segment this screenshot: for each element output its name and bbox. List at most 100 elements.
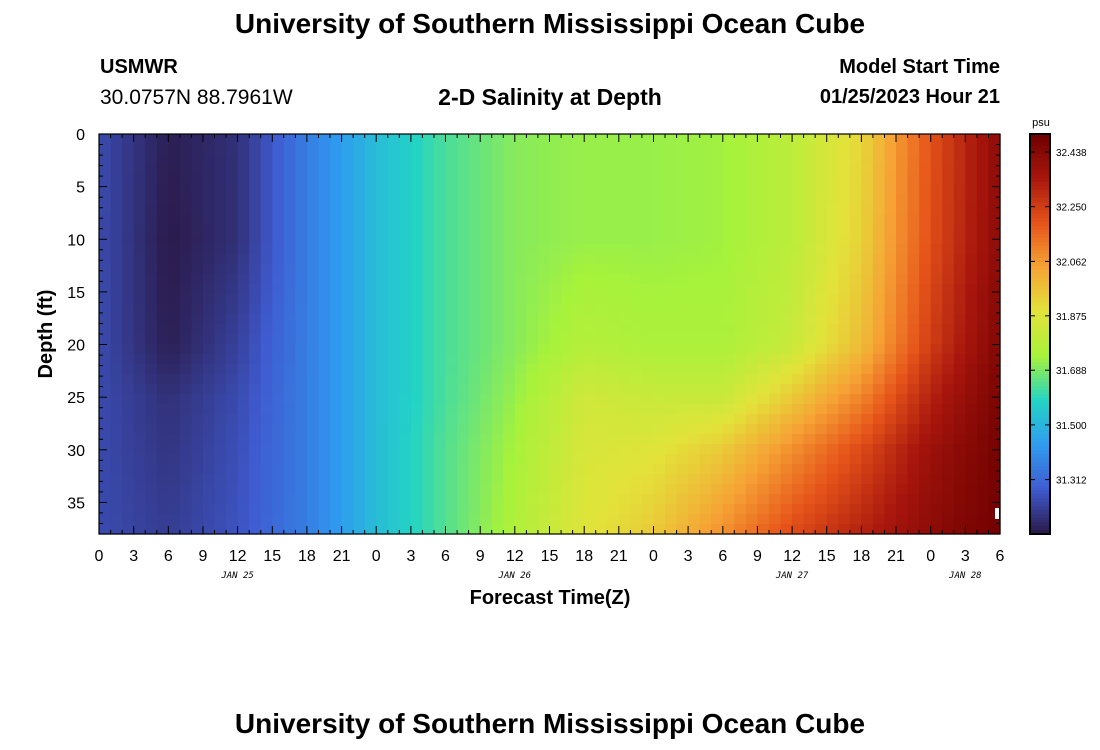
heatmap-cell [353, 524, 366, 535]
heatmap-cell [226, 244, 239, 255]
heatmap-cell [953, 524, 966, 535]
heatmap-cell [480, 454, 493, 465]
heatmap-cell [676, 244, 689, 255]
colorbar-segment [1030, 206, 1050, 211]
heatmap-cell [919, 264, 932, 275]
heatmap-cell [503, 394, 516, 405]
heatmap-cell [584, 404, 597, 415]
heatmap-cell [260, 224, 273, 235]
heatmap-cell [376, 154, 389, 165]
heatmap-cell [549, 404, 562, 415]
heatmap-cell [410, 374, 424, 385]
heatmap-cell [306, 194, 320, 205]
heatmap-cell [156, 314, 169, 325]
heatmap-cell [942, 494, 955, 505]
heatmap-cell [849, 184, 862, 195]
heatmap-cell [641, 364, 655, 375]
heatmap-cell [861, 494, 874, 505]
heatmap-cell [919, 334, 932, 345]
heatmap-cell [861, 354, 874, 365]
heatmap-cell [653, 254, 666, 265]
heatmap-cell [919, 144, 932, 155]
heatmap-cell [722, 414, 735, 425]
heatmap-cell [480, 504, 493, 515]
heatmap-cell [422, 274, 435, 285]
heatmap-cell [815, 354, 828, 365]
heatmap-cell [688, 454, 701, 465]
heatmap-cell [976, 394, 990, 405]
heatmap-cell [179, 444, 193, 455]
heatmap-cell [676, 174, 689, 185]
heatmap-cell [514, 294, 527, 305]
heatmap-cell [364, 384, 377, 395]
heatmap-cell [537, 214, 551, 225]
heatmap-cell [595, 524, 608, 535]
heatmap-cell [399, 214, 412, 225]
heatmap-cell [965, 444, 978, 455]
colorbar-segment [1030, 218, 1050, 223]
heatmap-cell [768, 174, 782, 185]
heatmap-cell [711, 354, 724, 365]
heatmap-cell [838, 524, 851, 535]
heatmap-cell [514, 304, 527, 315]
heatmap-cell [976, 354, 990, 365]
heatmap-cell [445, 254, 458, 265]
heatmap-cell [410, 304, 424, 315]
heatmap-cell [665, 194, 678, 205]
heatmap-cell [722, 344, 735, 355]
heatmap-cell [688, 404, 701, 415]
heatmap-cell [930, 204, 943, 215]
colorbar-segment [1030, 378, 1050, 383]
heatmap-cell [237, 164, 250, 175]
heatmap-cell [537, 204, 551, 215]
heatmap-cell [896, 224, 909, 235]
heatmap-cell [179, 304, 193, 315]
heatmap-cell [295, 434, 308, 445]
heatmap-cell [260, 434, 273, 445]
heatmap-cell [249, 184, 262, 195]
heatmap-cell [815, 334, 828, 345]
heatmap-cell [965, 144, 978, 155]
x-tick-label: 15 [263, 548, 281, 565]
heatmap-cell [815, 524, 828, 535]
heatmap-cell [953, 244, 966, 255]
heatmap-cell [133, 324, 146, 335]
heatmap-cell [630, 234, 643, 245]
colorbar-segment [1030, 430, 1050, 435]
heatmap-cell [133, 294, 146, 305]
heatmap-cell [838, 414, 851, 425]
heatmap-cell [942, 184, 955, 195]
heatmap-cell [353, 504, 366, 515]
heatmap-cell [872, 444, 886, 455]
heatmap-cell [792, 304, 805, 315]
heatmap-cell [249, 324, 262, 335]
heatmap-cell [849, 314, 862, 325]
heatmap-cell [549, 484, 562, 495]
heatmap-cell [722, 194, 735, 205]
heatmap-cell [711, 144, 724, 155]
heatmap-cell [387, 274, 400, 285]
heatmap-cell [179, 334, 193, 345]
heatmap-cell [191, 344, 204, 355]
heatmap-cell [815, 294, 828, 305]
heatmap-cell [607, 284, 620, 295]
heatmap-cell [202, 434, 216, 445]
heatmap-cell [330, 384, 343, 395]
heatmap-cell [618, 344, 631, 355]
heatmap-cell [768, 164, 782, 175]
heatmap-cell [272, 334, 285, 345]
heatmap-cell [422, 254, 435, 265]
heatmap-cell [330, 174, 343, 185]
heatmap-cell [468, 414, 481, 425]
x-tick-label: 3 [961, 548, 970, 565]
heatmap-cell [595, 374, 608, 385]
heatmap-cell [353, 474, 366, 485]
heatmap-cell [896, 344, 909, 355]
heatmap-cell [433, 464, 447, 475]
heatmap-cell [722, 184, 735, 195]
heatmap-cell [803, 444, 816, 455]
heatmap-cell [376, 184, 389, 195]
heatmap-cell [283, 164, 296, 175]
heatmap-cell [676, 284, 689, 295]
colorbar-segment [1030, 174, 1050, 179]
